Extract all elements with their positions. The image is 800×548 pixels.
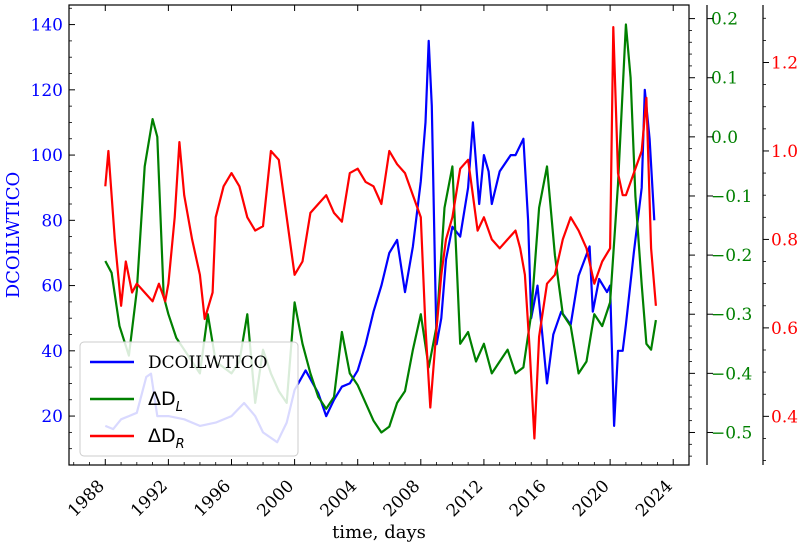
left-tick-label: 140 xyxy=(31,16,63,36)
legend-frame xyxy=(79,341,299,457)
right2-tick-label: 0.4 xyxy=(771,407,798,427)
x-axis-title: time, days xyxy=(332,522,426,543)
x-tick-label: 2016 xyxy=(506,476,551,521)
left-tick-label: 20 xyxy=(41,407,63,427)
left-tick-label: 100 xyxy=(31,146,63,166)
right1-tick-label: 0.0 xyxy=(711,128,738,148)
x-tick-label: 2020 xyxy=(569,476,614,521)
legend-label: DCOILWTICO xyxy=(148,353,268,373)
right1-tick-label: −0.1 xyxy=(711,187,752,207)
right1-tick-label: 0.2 xyxy=(711,10,738,30)
left-tick-label: 80 xyxy=(41,211,63,231)
legend-label-subscript: R xyxy=(176,437,185,452)
x-tick-label: 2004 xyxy=(317,476,362,521)
right2-tick-label: 0.6 xyxy=(771,319,798,339)
x-tick-label: 1988 xyxy=(64,476,109,521)
x-tick-label: 2024 xyxy=(632,476,677,521)
right2-tick-label: 0.8 xyxy=(771,230,798,250)
right1-tick-label: −0.5 xyxy=(711,423,752,443)
right1-tick-label: −0.3 xyxy=(711,305,752,325)
left-tick-label: 60 xyxy=(41,277,63,297)
right1-tick-label: 0.1 xyxy=(711,69,738,89)
series-line-3 xyxy=(104,26,657,440)
left-tick-label: 120 xyxy=(31,81,63,101)
legend-label-subscript: L xyxy=(176,400,183,415)
right2-tick-label: 1.0 xyxy=(771,142,798,162)
x-tick-label: 2000 xyxy=(253,476,298,521)
left-tick-label: 40 xyxy=(41,342,63,362)
right2-tick-label: 1.2 xyxy=(771,54,798,74)
plot-frame xyxy=(68,4,690,466)
left-axis-title: DCOILWTICO xyxy=(3,172,24,299)
x-tick-label: 1992 xyxy=(127,476,172,521)
x-tick-label: 2012 xyxy=(443,476,488,521)
x-tick-label: 2008 xyxy=(380,476,425,521)
x-tick-label: 1996 xyxy=(190,476,235,521)
right1-tick-label: −0.2 xyxy=(711,246,752,266)
right1-tick-label: −0.4 xyxy=(711,364,752,384)
